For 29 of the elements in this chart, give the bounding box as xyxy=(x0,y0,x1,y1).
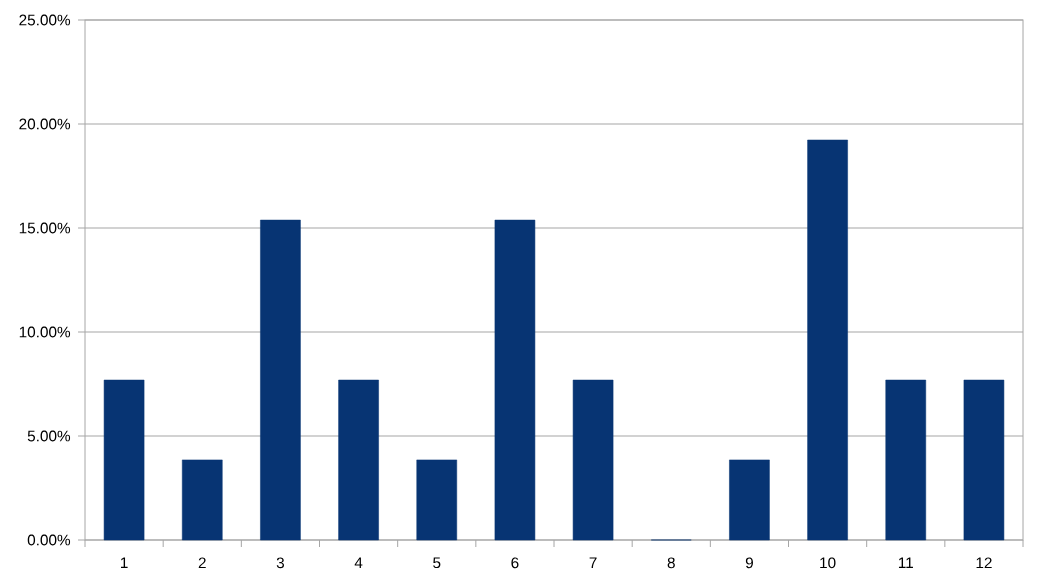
x-tick-label: 8 xyxy=(667,557,675,569)
x-tick-label: 9 xyxy=(745,557,753,569)
bar xyxy=(963,379,1005,541)
x-tick-label: 4 xyxy=(354,557,363,568)
bar xyxy=(260,219,301,541)
bar xyxy=(103,379,145,541)
y-tick-label: 15.00% xyxy=(19,222,71,234)
y-tick-label: 20.00% xyxy=(19,118,71,130)
x-tick-label: 5 xyxy=(433,557,441,569)
bar xyxy=(729,459,770,541)
x-tick-label: 12 xyxy=(976,557,992,569)
y-tick-label: 10.00% xyxy=(19,326,71,338)
y-tick-label: 25.00% xyxy=(19,14,71,26)
x-tick-label: 7 xyxy=(589,557,597,568)
x-tick-label: 2 xyxy=(198,557,206,569)
bar xyxy=(416,459,458,541)
y-tick-label: 5.00% xyxy=(27,430,71,442)
x-tick-label: 6 xyxy=(511,557,519,569)
bar xyxy=(807,139,848,541)
x-tick-label: 10 xyxy=(820,557,836,569)
bar xyxy=(181,459,223,541)
bar xyxy=(572,379,614,541)
bar xyxy=(885,379,927,541)
x-tick-label: 1 xyxy=(121,557,128,568)
bar xyxy=(494,219,536,541)
y-tick-label: 0.00% xyxy=(27,534,71,546)
bar xyxy=(338,379,379,541)
x-tick-label: 11 xyxy=(898,557,913,568)
x-tick-label: 3 xyxy=(276,557,284,569)
